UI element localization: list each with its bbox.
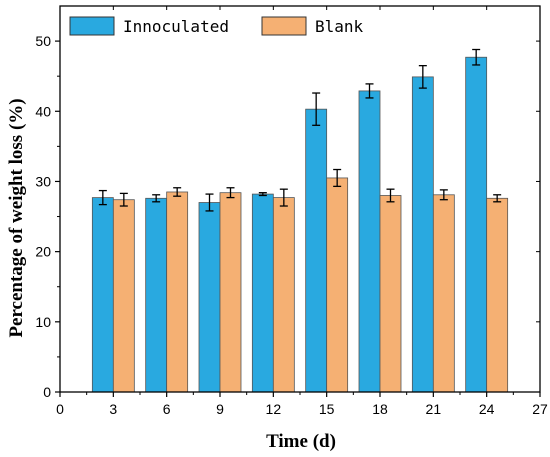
error-bar-blank-15 [333, 168, 342, 188]
y-tick-label: 0 [43, 384, 51, 400]
bar-blank-15 [326, 177, 349, 393]
error-bars-layer [98, 48, 502, 212]
y-tick-label: 40 [35, 103, 51, 119]
legend-label-innoculated: Innoculated [123, 17, 229, 36]
error-bar-innoculated-18 [365, 83, 374, 99]
legend-swatch-innoculated [69, 16, 115, 36]
y-tick-label: 30 [35, 173, 51, 189]
error-bar-blank-9 [226, 187, 235, 199]
tick-labels-layer: 0 3 6 9 12 15 18 21 24 27 0 10 20 30 40 50 [35, 33, 548, 417]
error-bar-blank-18 [386, 188, 395, 203]
y-tick-label: 10 [35, 314, 51, 330]
y-tick-label: 50 [35, 33, 51, 49]
error-bar-innoculated-21 [418, 65, 427, 89]
legend-swatch-blank [261, 16, 307, 36]
bar-innoculated-18 [358, 90, 381, 393]
error-bar-innoculated-9 [205, 193, 214, 212]
legend-label-blank: Blank [315, 17, 364, 36]
bar-blank-18 [379, 195, 402, 393]
error-bar-innoculated-12 [258, 192, 267, 197]
bar-innoculated-9 [198, 202, 221, 393]
error-bar-blank-24 [493, 194, 502, 203]
error-bar-blank-6 [173, 187, 182, 197]
bar-innoculated-15 [305, 108, 328, 393]
x-tick-label: 3 [109, 401, 117, 417]
bar-blank-21 [432, 194, 455, 393]
error-bar-blank-12 [279, 188, 288, 207]
error-bar-innoculated-3 [98, 189, 107, 206]
error-bar-blank-21 [439, 189, 448, 201]
x-tick-label: 18 [372, 401, 388, 417]
x-axis-title: Time (d) [266, 431, 336, 452]
x-tick-label: 12 [266, 401, 282, 417]
bar-blank-24 [486, 197, 509, 393]
error-bar-innoculated-24 [472, 48, 481, 66]
x-tick-label: 9 [216, 401, 224, 417]
x-tick-label: 15 [319, 401, 335, 417]
x-tick-label: 6 [163, 401, 171, 417]
bar-innoculated-3 [91, 197, 114, 393]
bar-blank-3 [112, 199, 135, 393]
y-axis-title: Percentage of weight loss (%) [6, 98, 27, 337]
bar-innoculated-21 [411, 76, 434, 393]
x-tick-label: 21 [426, 401, 442, 417]
bar-blank-9 [219, 192, 242, 393]
x-tick-label: 27 [532, 401, 548, 417]
x-tick-label: 0 [56, 401, 64, 417]
error-bar-innoculated-6 [152, 194, 161, 203]
bar-blank-6 [166, 191, 189, 393]
y-tick-label: 20 [35, 244, 51, 260]
axes-layer [55, 5, 541, 397]
bar-blank-12 [272, 197, 295, 393]
error-bar-blank-3 [119, 192, 128, 207]
bar-innoculated-24 [465, 56, 488, 393]
bars-layer [91, 56, 509, 393]
x-tick-label: 24 [479, 401, 495, 417]
bar-innoculated-6 [145, 197, 168, 393]
legend: Innoculated Blank [69, 16, 364, 36]
bar-innoculated-12 [251, 193, 274, 393]
error-bar-innoculated-15 [312, 92, 321, 126]
